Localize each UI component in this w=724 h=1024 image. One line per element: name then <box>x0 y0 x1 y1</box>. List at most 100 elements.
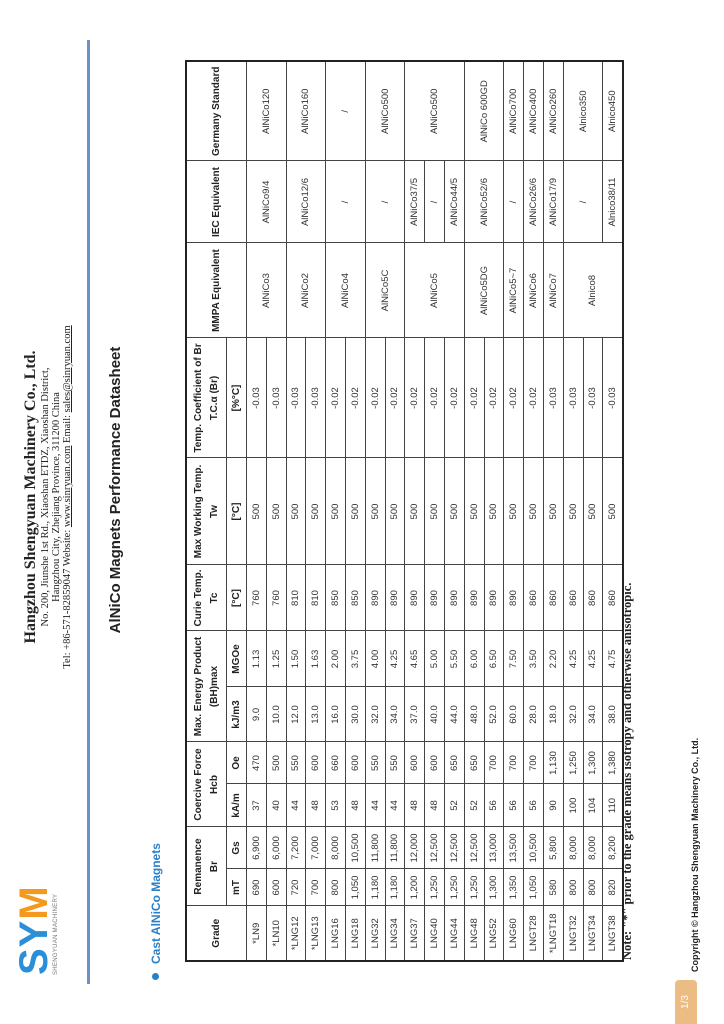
cell-hcb-ka-m: 40 <box>266 784 287 827</box>
cell-hcb-oe: 1,300 <box>583 742 603 784</box>
cell-bh-kj-m3: 48.0 <box>464 687 485 742</box>
cell-bh-kj-m3: 32.0 <box>365 687 386 742</box>
cell-grade: *LNGT18 <box>543 906 564 961</box>
cell-grade: LNGT32 <box>563 906 584 961</box>
cell-hcb-ka-m: 48 <box>305 784 326 827</box>
cell-bh-mgoe: 2.20 <box>543 631 564 687</box>
table-body: *LN9 690 6,900 37 470 9.0 1.13 760 500 -0.03 AlNiC… <box>246 61 624 961</box>
cell-temp-coefficient: -0.03 <box>583 338 603 458</box>
cell-br-gs: 13,000 <box>484 827 504 869</box>
cell-working-temp: 500 <box>404 458 425 565</box>
unit-gs: Gs <box>226 827 247 869</box>
cell-germany: AlNiCo160 <box>286 61 326 161</box>
cell-br-gs: 8,000 <box>325 827 346 869</box>
cell-grade: *LN9 <box>246 906 267 961</box>
cell-hcb-oe: 550 <box>286 742 306 784</box>
company-tel: Tel: +86-571-82859047 Website: <box>62 527 73 669</box>
cell-hcb-ka-m: 37 <box>246 784 267 827</box>
company-address-2: Hangzhou City, Zhejiang Province, 311200… <box>51 392 62 602</box>
cell-working-temp: 500 <box>345 458 366 565</box>
cell-br-mt: 580 <box>543 869 564 906</box>
cell-hcb-ka-m: 56 <box>523 784 544 827</box>
cell-working-temp: 500 <box>305 458 326 565</box>
cell-iec: AlNiCo52/6 <box>464 161 504 243</box>
page-indicator: 1/3 <box>675 980 697 1024</box>
cell-br-gs: 12,500 <box>464 827 485 869</box>
cell-mmpa: AlNiCo5 <box>404 243 465 338</box>
cell-mmpa: AlNiCo4 <box>325 243 366 338</box>
cell-iec: / <box>325 161 366 243</box>
cell-hcb-ka-m: 48 <box>424 784 445 827</box>
cell-iec: AlNiCo26/6 <box>523 161 544 243</box>
cell-curie-temp: 850 <box>325 565 346 631</box>
cell-mmpa: AlNiCo5C <box>365 243 405 338</box>
header-mmpa: MMPA Equivalent <box>186 243 247 338</box>
performance-table: Grade Remanence Br Coercive Force Hcb Max.… <box>185 60 625 962</box>
cell-bh-mgoe: 5.00 <box>424 631 445 687</box>
cell-br-gs: 11,800 <box>385 827 405 869</box>
cell-grade: LNG32 <box>365 906 386 961</box>
cell-working-temp: 500 <box>385 458 405 565</box>
cell-bh-mgoe: 4.25 <box>583 631 603 687</box>
cell-br-gs: 12,500 <box>424 827 445 869</box>
table-row: LNG37 1,200 12,000 48 600 37.0 4.65 890 500 -0.02… <box>404 61 465 961</box>
cell-temp-coefficient: -0.02 <box>345 338 366 458</box>
table-row: LNGT32 800 8,000 100 1,250 32.0 4.25 860 500 -0.0… <box>563 61 624 961</box>
cell-temp-coefficient: -0.03 <box>563 338 584 458</box>
website-link[interactable]: www.sinryuan.com <box>62 445 73 528</box>
cell-grade: LNG48 <box>464 906 485 961</box>
cell-grade: LNG34 <box>385 906 405 961</box>
header-germany: Germany Standard <box>186 61 247 161</box>
cell-mmpa: AlNiCo7 <box>543 243 564 338</box>
cell-hcb-ka-m: 48 <box>345 784 366 827</box>
cell-germany: / <box>325 61 366 161</box>
cell-temp-coefficient: -0.02 <box>325 338 346 458</box>
cell-temp-coefficient: -0.03 <box>602 338 624 458</box>
unit-alpha: [%°C] <box>226 338 247 458</box>
cell-working-temp: 500 <box>286 458 306 565</box>
cell-hcb-oe: 470 <box>246 742 267 784</box>
unit-oe: Oe <box>226 742 247 784</box>
cell-grade: LNG52 <box>484 906 504 961</box>
cell-hcb-oe: 1,130 <box>543 742 564 784</box>
cell-br-mt: 1,250 <box>444 869 465 906</box>
cell-bh-mgoe: 4.25 <box>563 631 584 687</box>
table-row: *LNG12 720 7,200 44 550 12.0 1.50 810 500 -0.03 Al… <box>286 61 326 961</box>
cell-working-temp: 500 <box>523 458 544 565</box>
cell-iec: / <box>424 161 445 243</box>
cell-bh-mgoe: 5.50 <box>444 631 465 687</box>
section-label: Cast AlNiCo Magnets <box>149 843 163 964</box>
cell-grade: LNGT28 <box>523 906 544 961</box>
cell-bh-kj-m3: 18.0 <box>543 687 564 742</box>
cell-temp-coefficient: -0.03 <box>246 338 267 458</box>
cell-br-gs: 8,000 <box>563 827 584 869</box>
footnote: Note: "*" prior to the grade means isotr… <box>620 582 634 960</box>
company-header: Hangzhou Shengyuan Machinery Co., Ltd. N… <box>22 247 73 747</box>
email-label: Email: <box>62 412 73 446</box>
page-title: AlNiCo Magnets Performance Datasheet <box>107 346 124 634</box>
table-row: *LN9 690 6,900 37 470 9.0 1.13 760 500 -0.03 AlNiC… <box>246 61 287 961</box>
company-address-1: No. 200, Jiunshe 1st Rd., Xiaoshan ETDZ,… <box>40 367 51 627</box>
email-link[interactable]: sales@sinryuan.com <box>62 325 73 413</box>
cell-hcb-ka-m: 48 <box>404 784 425 827</box>
cell-working-temp: 500 <box>266 458 287 565</box>
cell-germany: AlNiCo500 <box>365 61 405 161</box>
cell-bh-mgoe: 1.50 <box>286 631 306 687</box>
cell-hcb-oe: 1,250 <box>563 742 584 784</box>
cell-germany: AlNiCo400 <box>523 61 544 161</box>
cell-temp-coefficient: -0.02 <box>484 338 504 458</box>
cell-iec: AlNiCo37/5 <box>404 161 425 243</box>
cell-curie-temp: 810 <box>305 565 326 631</box>
cell-bh-kj-m3: 10.0 <box>266 687 287 742</box>
cell-bh-kj-m3: 32.0 <box>563 687 584 742</box>
cell-br-gs: 7,000 <box>305 827 326 869</box>
unit-kj-m3: kJ/m3 <box>226 687 247 742</box>
cell-br-mt: 1,200 <box>404 869 425 906</box>
cell-temp-coefficient: -0.02 <box>424 338 445 458</box>
cell-hcb-oe: 660 <box>325 742 346 784</box>
cell-working-temp: 500 <box>602 458 624 565</box>
cell-bh-kj-m3: 13.0 <box>305 687 326 742</box>
cell-temp-coefficient: -0.02 <box>444 338 465 458</box>
company-name: Hangzhou Shengyuan Machinery Co., Ltd. <box>22 350 39 644</box>
table-row: LNG32 1,180 11,800 44 550 32.0 4.00 890 500 -0.02… <box>365 61 405 961</box>
